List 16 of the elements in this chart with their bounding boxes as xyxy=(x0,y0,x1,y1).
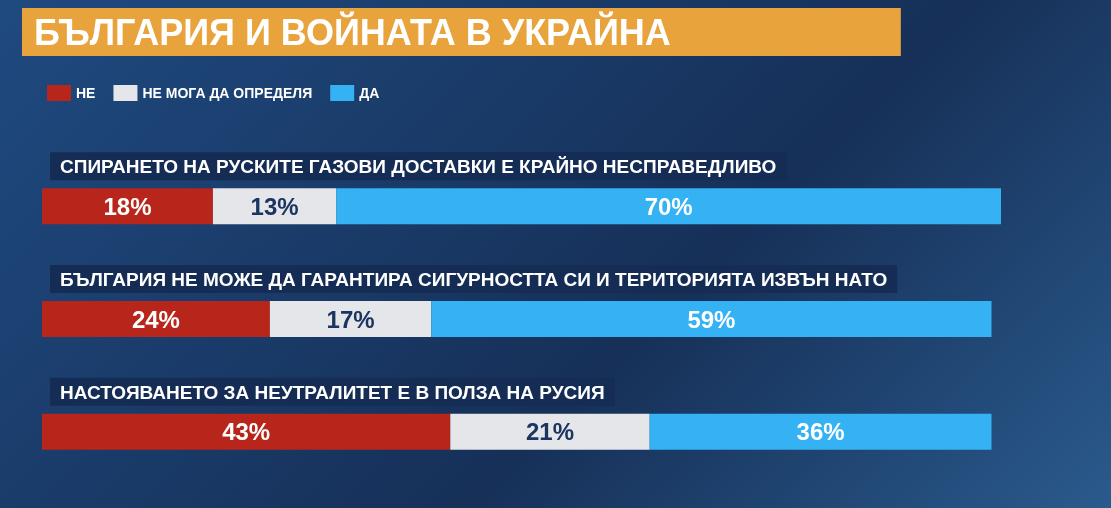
legend-label: ДА xyxy=(359,85,380,101)
data-label: 36% xyxy=(796,418,845,446)
data-label: 21% xyxy=(525,418,575,446)
y-tick-label: БЪЛГАРИЯ НЕ МОЖЕ ДА ГАРАНТИРА СИГУРНОСТТА СИ И ТЕРИТОРИЯТА ИЗВЪН НАТО xyxy=(60,269,888,290)
data-label: 13% xyxy=(250,192,299,220)
y-tick-label: СПИРАНЕТО НА РУСКИТЕ ГАЗОВИ ДОСТАВКИ Е КРАЙНО НЕСПРАВЕДЛИВО xyxy=(60,156,777,178)
y-tick-label: НАСТОЯВАНЕТО ЗА НЕУТРАЛИТЕТ Е В ПОЛЗА НА РУСИЯ xyxy=(60,381,605,403)
data-label: 24% xyxy=(131,305,180,333)
data-label: 18% xyxy=(103,192,152,220)
data-label: 43% xyxy=(222,418,271,446)
chart-title: БЪЛГАРИЯ И ВОЙНАТА В УКРАЙНА xyxy=(34,10,671,53)
data-label: 70% xyxy=(644,192,693,220)
data-label: 17% xyxy=(326,305,375,333)
legend-label: НЕ xyxy=(76,85,96,101)
data-label: 59% xyxy=(687,305,736,333)
legend-label: НЕ МОГА ДА ОПРЕДЕЛЯ xyxy=(142,85,313,101)
